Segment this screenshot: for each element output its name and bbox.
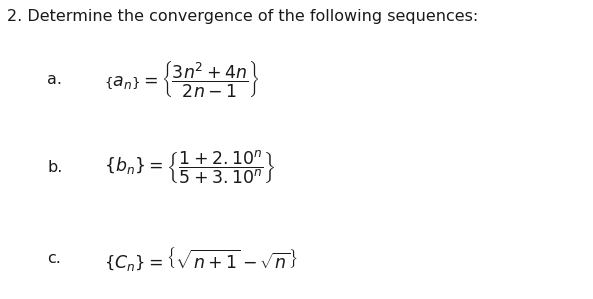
Text: b.: b. [47,160,63,175]
Text: c.: c. [47,251,61,266]
Text: $\left\{b_n\right\} = \left\{\dfrac{1+2{.}10^n}{5+3{.}10^n}\right\}$: $\left\{b_n\right\} = \left\{\dfrac{1+2{… [104,149,275,186]
Text: $\left\{C_n\right\} = \left\{\sqrt{n+1} - \sqrt{n}\right\}$: $\left\{C_n\right\} = \left\{\sqrt{n+1} … [104,245,297,273]
Text: $\left\{a_n\right\} = \left\{\dfrac{3n^2+4n}{2n-1}\right\}$: $\left\{a_n\right\} = \left\{\dfrac{3n^2… [104,59,260,99]
Text: 2. Determine the convergence of the following sequences:: 2. Determine the convergence of the foll… [7,9,479,24]
Text: a.: a. [47,72,62,87]
